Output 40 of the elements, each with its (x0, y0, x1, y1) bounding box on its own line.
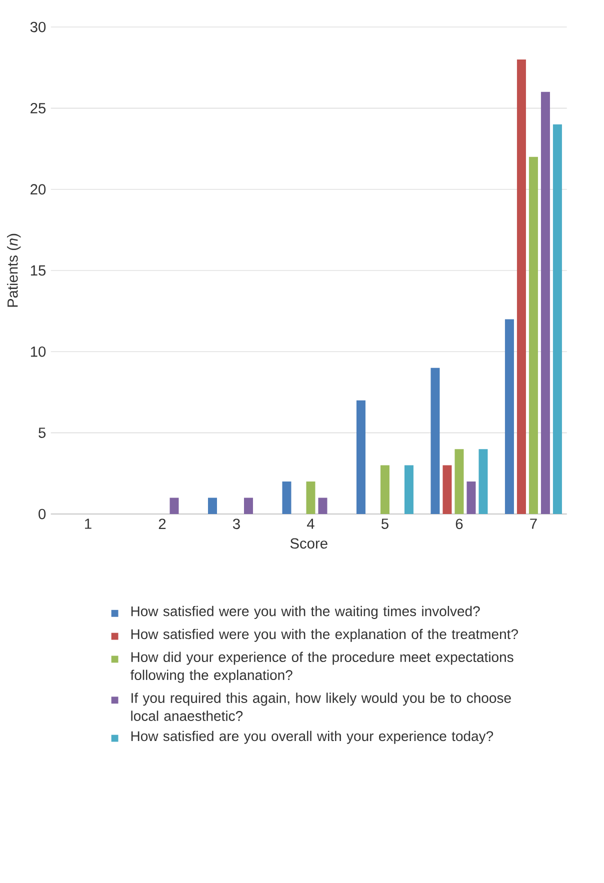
bar (454, 449, 464, 514)
legend-label: If you required this again, how likely would you be to choose local anaesthetic? (131, 692, 511, 721)
bar (466, 482, 476, 514)
bar (504, 319, 514, 514)
legend-label: How did your experience of the procedure meet expectations following the explanation? (130, 652, 514, 683)
bar (282, 482, 292, 514)
legend-label: How satisfied were you with the waiting times involved? (131, 606, 480, 619)
x-tick-label: 1 (85, 518, 92, 529)
bar (244, 498, 253, 514)
bar (478, 449, 488, 514)
y-tick-label: 0 (38, 508, 46, 520)
bar (306, 482, 316, 514)
bar (356, 400, 366, 514)
bar (540, 92, 550, 514)
y-tick-label: 30 (30, 22, 46, 32)
legend-label: How satisfied are you overall with your experience today? (131, 730, 494, 744)
bar (318, 498, 328, 514)
bar (430, 368, 440, 514)
x-tick-label: 2 (158, 518, 166, 529)
bar (380, 465, 390, 514)
y-tick-label: 20 (30, 184, 46, 195)
x-tick-label: 3 (232, 518, 240, 530)
y-tick-label: 15 (30, 265, 46, 276)
x-tick-label: 6 (456, 518, 463, 530)
x-tick-label: 7 (530, 518, 537, 529)
bar (442, 465, 452, 514)
y-axis-title: Patients (n) (7, 234, 21, 307)
x-tick-label: 4 (306, 518, 314, 529)
y-tick-label: 10 (30, 346, 46, 357)
bar (552, 124, 562, 514)
bar (208, 498, 217, 514)
y-tick-label: 25 (30, 102, 46, 114)
bar (516, 59, 526, 514)
x-axis-title: Score (290, 538, 328, 549)
y-tick-label: 5 (38, 428, 46, 438)
bar (528, 156, 538, 514)
x-tick-label: 5 (381, 518, 388, 529)
bar (404, 465, 414, 514)
legend-label: How satisfied were you with the explanation of the treatment? (131, 628, 518, 642)
bar (170, 498, 179, 514)
